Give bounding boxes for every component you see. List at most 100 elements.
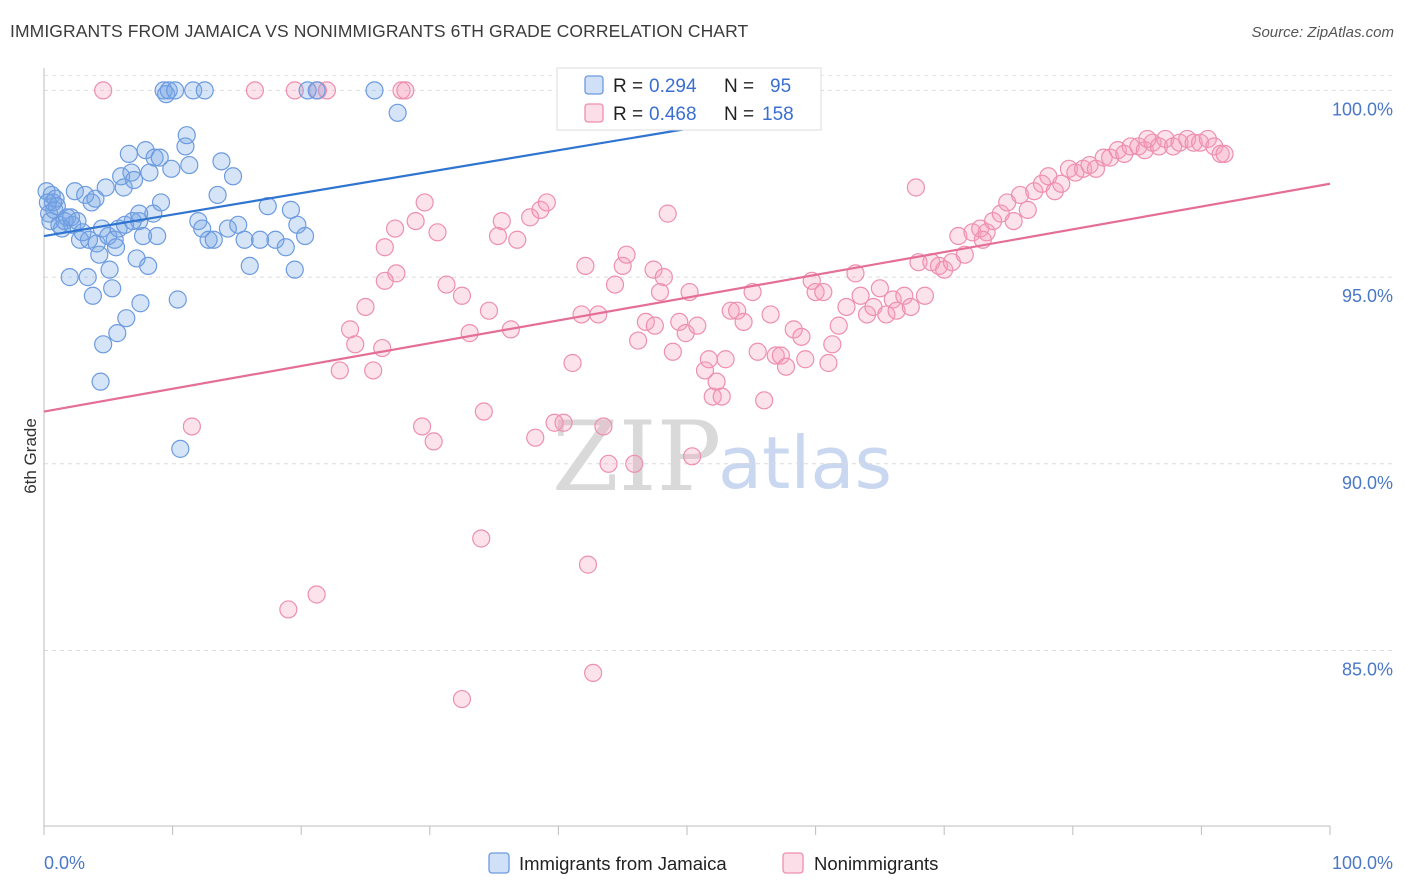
x-tick-label-left: 0.0% (44, 853, 85, 873)
point-jamaica (83, 286, 102, 305)
point-nonimmigrant (784, 320, 803, 339)
point-nonimmigrant (748, 342, 767, 361)
point-jamaica (199, 230, 218, 249)
legend-swatch-jamaica (584, 75, 604, 95)
point-nonimmigrant (1025, 182, 1044, 201)
point-jamaica (61, 208, 81, 227)
point-nonimmigrant (317, 81, 337, 100)
legend-swatch-nonimmigrants (584, 103, 604, 123)
point-nonimmigrant (385, 219, 405, 238)
point-nonimmigrant (814, 282, 833, 302)
point-jamaica (124, 170, 144, 190)
point-nonimmigrant (901, 297, 920, 317)
point-nonimmigrant (364, 361, 383, 380)
point-jamaica (388, 103, 407, 122)
point-nonimmigrant (949, 226, 968, 246)
point-nonimmigrant (670, 312, 689, 332)
point-nonimmigrant (594, 417, 613, 436)
legend-n-label-1: N = (724, 76, 754, 97)
point-jamaica (105, 230, 124, 249)
point-jamaica (65, 182, 84, 201)
bottom-legend-label-nonimmigrants: Nonimmigrants (814, 853, 938, 874)
point-nonimmigrant (479, 301, 499, 320)
point-nonimmigrant (837, 297, 856, 317)
point-nonimmigrant (599, 454, 618, 473)
point-nonimmigrant (576, 256, 595, 276)
point-jamaica (114, 178, 133, 197)
legend-r-value-1: 0.294 (649, 76, 697, 97)
point-nonimmigrant (1100, 148, 1120, 167)
point-jamaica (108, 324, 127, 343)
point-nonimmigrant (658, 204, 677, 223)
chart-title: IMMIGRANTS FROM JAMAICA VS NONIMMIGRANTS… (10, 21, 749, 41)
point-nonimmigrant (650, 282, 670, 302)
point-nonimmigrant (279, 600, 298, 619)
point-nonimmigrant (771, 346, 790, 365)
y-tick-labels: 85.0% 90.0% 95.0% 100.0% (1332, 99, 1393, 679)
x-tick-labels: 0.0% 100.0% (44, 853, 1393, 873)
legend-n-label-2: N = (724, 104, 754, 125)
point-nonimmigrant (645, 316, 664, 335)
point-jamaica (150, 148, 169, 167)
point-nonimmigrant (857, 305, 877, 324)
point-nonimmigrant (776, 357, 796, 376)
point-jamaica (106, 238, 126, 257)
point-nonimmigrant (721, 301, 740, 320)
point-jamaica (151, 193, 171, 212)
point-nonimmigrant (94, 81, 113, 100)
point-nonimmigrant (472, 529, 491, 548)
point-jamaica (171, 439, 190, 458)
point-nonimmigrant (695, 361, 715, 380)
legend-r-label-1: R = (613, 76, 643, 97)
point-jamaica (168, 290, 187, 309)
point-nonimmigrant (915, 286, 935, 305)
point-jamaica (145, 148, 164, 167)
point-jamaica (100, 260, 119, 279)
point-nonimmigrant (699, 350, 718, 369)
point-nonimmigrant (474, 402, 493, 421)
point-jamaica (250, 230, 270, 249)
point-nonimmigrant (1121, 137, 1140, 156)
bottom-legend-swatch-nonimmigrants (782, 852, 804, 874)
point-nonimmigrant (636, 312, 655, 332)
point-nonimmigrant (819, 353, 838, 373)
point-nonimmigrant (396, 81, 415, 100)
point-nonimmigrant (796, 350, 815, 369)
point-jamaica (218, 219, 237, 238)
point-nonimmigrant (406, 211, 425, 231)
point-nonimmigrant (1115, 144, 1134, 163)
point-jamaica (38, 193, 57, 212)
point-jamaica (307, 81, 326, 100)
point-jamaica (285, 260, 304, 279)
point-jamaica (78, 268, 97, 287)
point-nonimmigrant (1198, 129, 1217, 149)
source-label: Source: ZipAtlas.com (1251, 24, 1394, 41)
point-nonimmigrant (823, 335, 842, 354)
point-jamaica (193, 219, 212, 238)
legend-r-value-2: 0.468 (649, 104, 697, 125)
point-nonimmigrant (688, 316, 707, 335)
legend-n-value-1: 95 (770, 76, 791, 97)
watermark-atlas: atlas (718, 421, 892, 505)
point-nonimmigrant (1094, 148, 1113, 167)
point-nonimmigrant (488, 226, 508, 246)
point-nonimmigrant (1205, 137, 1224, 156)
point-jamaica (212, 152, 231, 171)
point-nonimmigrant (755, 391, 774, 410)
point-nonimmigrant (1052, 174, 1071, 193)
point-jamaica (240, 256, 259, 276)
point-nonimmigrant (906, 178, 926, 197)
point-nonimmigrant (437, 275, 456, 294)
point-jamaica (130, 204, 149, 223)
point-jamaica (266, 230, 285, 249)
point-nonimmigrant (452, 689, 472, 709)
point-jamaica (139, 256, 158, 276)
point-nonimmigrant (424, 432, 443, 451)
point-nonimmigrant (392, 81, 411, 100)
point-nonimmigrant (734, 312, 753, 332)
point-nonimmigrant (412, 417, 432, 436)
point-nonimmigrant (955, 245, 974, 264)
point-nonimmigrant (895, 286, 914, 305)
stats-legend: R = 0.294 N = 95 R = 0.468 N = 158 (556, 67, 822, 131)
point-jamaica (177, 126, 196, 145)
